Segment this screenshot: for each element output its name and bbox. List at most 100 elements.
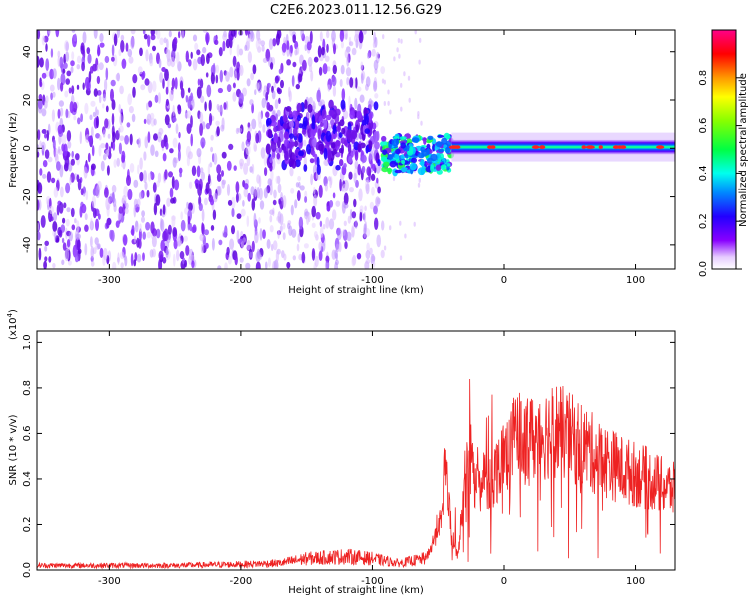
noise-cell xyxy=(302,59,307,71)
noise-cell xyxy=(147,34,151,47)
noise-cell xyxy=(368,167,371,181)
noise-cell xyxy=(225,38,231,49)
noise-cell xyxy=(297,233,301,243)
noise-cell xyxy=(113,33,118,47)
noise-cell xyxy=(99,33,104,43)
noise-cell xyxy=(267,178,272,187)
spectrogram-y-ticks: -40 -20 0 20 40 xyxy=(22,45,675,253)
noise-cell xyxy=(313,231,318,238)
noise-cell xyxy=(159,37,164,46)
noise-cell xyxy=(342,229,346,236)
noise-cell xyxy=(374,141,380,150)
tone-hotspot xyxy=(581,145,587,149)
noise-cell xyxy=(106,220,110,229)
noise-cell xyxy=(102,129,106,138)
noise-cell xyxy=(403,71,406,77)
noise-cell xyxy=(398,53,401,59)
noise-cell xyxy=(201,222,204,234)
noise-cell xyxy=(171,215,176,228)
noise-cell xyxy=(66,239,71,248)
noise-cell xyxy=(129,163,135,173)
noise-cell xyxy=(119,135,125,141)
noise-cell xyxy=(336,227,342,241)
transition-cell xyxy=(445,146,451,154)
noise-cell xyxy=(204,229,209,236)
noise-cell xyxy=(276,152,281,160)
transition-cell xyxy=(389,160,397,168)
noise-cell xyxy=(357,163,362,176)
noise-cell xyxy=(249,99,254,106)
noise-cell xyxy=(196,86,202,99)
noise-cell xyxy=(237,127,243,133)
noise-cell xyxy=(37,129,41,141)
noise-cell xyxy=(204,101,207,112)
noise-cell xyxy=(355,77,358,89)
noise-cell xyxy=(72,244,78,258)
noise-cell xyxy=(169,148,174,154)
noise-cell xyxy=(171,77,176,89)
colorbar-tick-label: 0.8 xyxy=(698,70,709,86)
noise-cell xyxy=(190,133,193,147)
transition-cell xyxy=(383,161,390,168)
noise-cell xyxy=(287,222,291,230)
noise-cell xyxy=(339,119,345,127)
noise-cell xyxy=(87,135,93,143)
noise-cell xyxy=(335,140,341,147)
noise-cell xyxy=(236,44,240,57)
noise-cell xyxy=(227,199,233,206)
noise-cell xyxy=(289,141,296,147)
noise-cell xyxy=(349,209,353,220)
noise-cell xyxy=(104,55,110,64)
noise-cell xyxy=(327,125,332,133)
noise-cell xyxy=(248,33,252,43)
noise-cell xyxy=(162,257,167,264)
noise-cell xyxy=(162,152,167,162)
noise-cell xyxy=(310,128,315,140)
noise-cell xyxy=(166,58,172,67)
noise-cell xyxy=(296,102,302,113)
noise-cell xyxy=(272,38,277,47)
noise-cell xyxy=(366,52,371,59)
noise-cell xyxy=(318,66,323,76)
noise-cell xyxy=(111,99,116,111)
noise-cell xyxy=(44,149,50,159)
noise-cell xyxy=(283,131,289,140)
noise-cell xyxy=(236,67,240,81)
noise-cell xyxy=(37,151,40,158)
noise-cell xyxy=(262,57,268,64)
noise-cell xyxy=(154,150,159,158)
snr-y-scale-prefix: (x10 xyxy=(8,317,19,340)
noise-cell xyxy=(325,130,332,142)
noise-cell xyxy=(363,223,367,234)
noise-cell xyxy=(76,220,80,233)
noise-cell xyxy=(300,30,304,39)
noise-cell xyxy=(75,233,80,241)
transition-cell xyxy=(382,149,388,155)
noise-cell xyxy=(370,173,376,181)
noise-cell xyxy=(49,84,55,92)
noise-cell xyxy=(346,231,352,242)
noise-cell xyxy=(313,194,318,207)
colorbar-tick-label: 0.0 xyxy=(698,261,709,277)
snr-x-label: Height of straight line (km) xyxy=(288,585,424,596)
noise-cell xyxy=(213,192,218,203)
noise-cell xyxy=(71,85,75,95)
transition-cell xyxy=(409,146,414,154)
noise-cell xyxy=(167,224,172,235)
noise-cell xyxy=(246,239,251,251)
noise-cell xyxy=(100,143,106,149)
tone-hotspot xyxy=(656,145,665,149)
noise-cell xyxy=(291,228,297,238)
noise-cell xyxy=(265,111,270,118)
noise-cell xyxy=(372,122,377,130)
noise-cell xyxy=(77,117,81,125)
noise-cell xyxy=(255,39,261,51)
noise-cell xyxy=(251,240,255,252)
noise-cell xyxy=(54,148,59,161)
noise-cell xyxy=(332,124,336,135)
noise-cell xyxy=(98,145,102,157)
noise-cell xyxy=(351,47,357,56)
noise-cell xyxy=(245,262,251,269)
noise-cell xyxy=(332,192,336,199)
noise-cell xyxy=(331,130,338,140)
